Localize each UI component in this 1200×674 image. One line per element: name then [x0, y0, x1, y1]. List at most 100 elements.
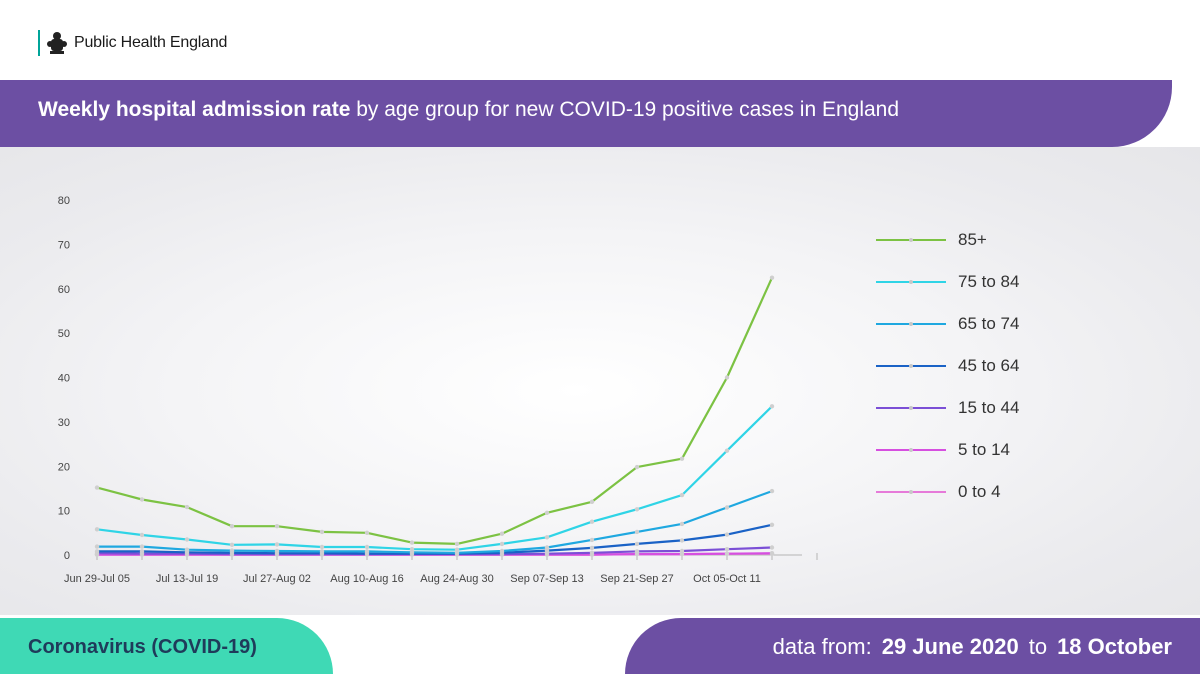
legend-label: 45 to 64 [958, 356, 1020, 375]
data-point [769, 551, 775, 556]
data-point [589, 550, 595, 555]
data-point [724, 551, 730, 556]
data-point [724, 375, 730, 380]
y-tick-label: 30 [58, 417, 70, 429]
royal-crest-icon [47, 32, 67, 54]
data-point [724, 532, 730, 537]
data-point [769, 404, 775, 409]
phe-logo: Public Health England [38, 30, 227, 56]
data-point [364, 544, 370, 550]
legend-swatch [876, 448, 946, 452]
data-point [364, 549, 370, 554]
legend-label: 15 to 44 [958, 398, 1020, 417]
data-point [589, 537, 595, 543]
footer-start-date: 29 June 2020 [881, 634, 1019, 659]
legend-marker [909, 364, 913, 368]
data-point [229, 548, 235, 553]
legend-marker [909, 448, 913, 452]
series-line [97, 490, 773, 554]
footer-end-date: 18 October [1057, 634, 1172, 659]
data-point [229, 542, 235, 547]
data-point [679, 492, 685, 498]
data-point [769, 522, 775, 527]
y-tick-label: 60 [58, 284, 70, 296]
y-tick-label: 0 [64, 550, 70, 562]
x-tick-label: Jul 13-Jul 19 [156, 573, 218, 585]
data-point [679, 456, 685, 461]
data-point [634, 549, 640, 554]
data-point [724, 505, 730, 510]
data-point [274, 542, 280, 547]
x-tick-label: Aug 24-Aug 30 [420, 573, 493, 585]
data-point [364, 530, 370, 535]
series-line [96, 405, 773, 551]
data-point [679, 548, 685, 554]
x-tick-label: Aug 10-Aug 16 [330, 573, 403, 585]
series-line [96, 277, 774, 545]
legend-item: 85+ [876, 230, 987, 250]
y-tick-label: 10 [58, 506, 70, 518]
data-point [319, 529, 325, 535]
data-point [634, 529, 640, 535]
legend-swatch [876, 490, 946, 494]
data-point [679, 521, 685, 527]
data-point [544, 535, 550, 540]
y-tick-label: 40 [58, 373, 70, 385]
footer-prefix: data from: [772, 634, 872, 659]
legend-marker [909, 490, 913, 494]
data-point [454, 547, 460, 552]
org-name: Public Health England [74, 34, 228, 51]
legend-swatch [876, 322, 946, 326]
data-point [499, 548, 505, 554]
legend-marker [909, 280, 913, 284]
data-point [679, 538, 685, 543]
legend-swatch [876, 364, 946, 368]
chart-title-bold: Weekly hospital admission rate [38, 98, 351, 121]
data-point [94, 485, 100, 490]
data-point [634, 541, 640, 547]
x-tick-label: Sep 07-Sep 13 [510, 573, 583, 585]
legend-swatch [876, 238, 946, 242]
legend-marker [909, 406, 913, 410]
header: Public Health England [0, 0, 1200, 80]
data-point [544, 551, 550, 556]
data-point [679, 551, 685, 557]
legend-item: 5 to 14 [876, 440, 1010, 460]
y-tick-label: 20 [58, 461, 70, 473]
legend-label: 5 to 14 [958, 440, 1010, 459]
footer-connector: to [1028, 634, 1048, 659]
data-point [94, 549, 100, 554]
data-point [184, 547, 190, 552]
data-point [274, 524, 280, 529]
x-tick-label: Sep 21-Sep 27 [600, 573, 673, 585]
data-point [634, 507, 640, 512]
line-chart: 0 10 20 30 40 50 60 70 80 Jun 29-Jul 05 Jul 13-Jul… [58, 195, 818, 585]
data-point [544, 510, 550, 515]
legend-item: 0 to 4 [876, 482, 1001, 502]
data-point [94, 544, 100, 549]
legend-marker [909, 322, 913, 326]
data-point [724, 547, 730, 552]
data-point [589, 545, 595, 551]
data-point [94, 527, 100, 532]
data-point [589, 519, 595, 524]
data-point [274, 548, 280, 554]
footer-topic-label: Coronavirus (COVID-19) [28, 636, 257, 658]
data-point [139, 544, 145, 549]
series-line [97, 523, 773, 555]
footer-left-panel [0, 618, 333, 674]
x-tick-label: Jul 27-Aug 02 [243, 573, 311, 585]
legend-label: 65 to 74 [958, 314, 1020, 333]
data-point [544, 548, 550, 553]
legend-item: 75 to 84 [876, 272, 1019, 292]
data-point [409, 547, 415, 552]
data-point [184, 504, 190, 510]
x-tick-label: Jun 29-Jul 05 [64, 573, 130, 585]
brand-bar [38, 30, 40, 56]
data-point [409, 540, 415, 545]
x-tick-label: Oct 05-Oct 11 [693, 573, 761, 585]
footer-date-range: data from: 29 June 2020 to 18 October [773, 634, 1172, 660]
data-point [319, 544, 325, 550]
title-banner [0, 80, 1172, 147]
data-point [409, 550, 415, 555]
